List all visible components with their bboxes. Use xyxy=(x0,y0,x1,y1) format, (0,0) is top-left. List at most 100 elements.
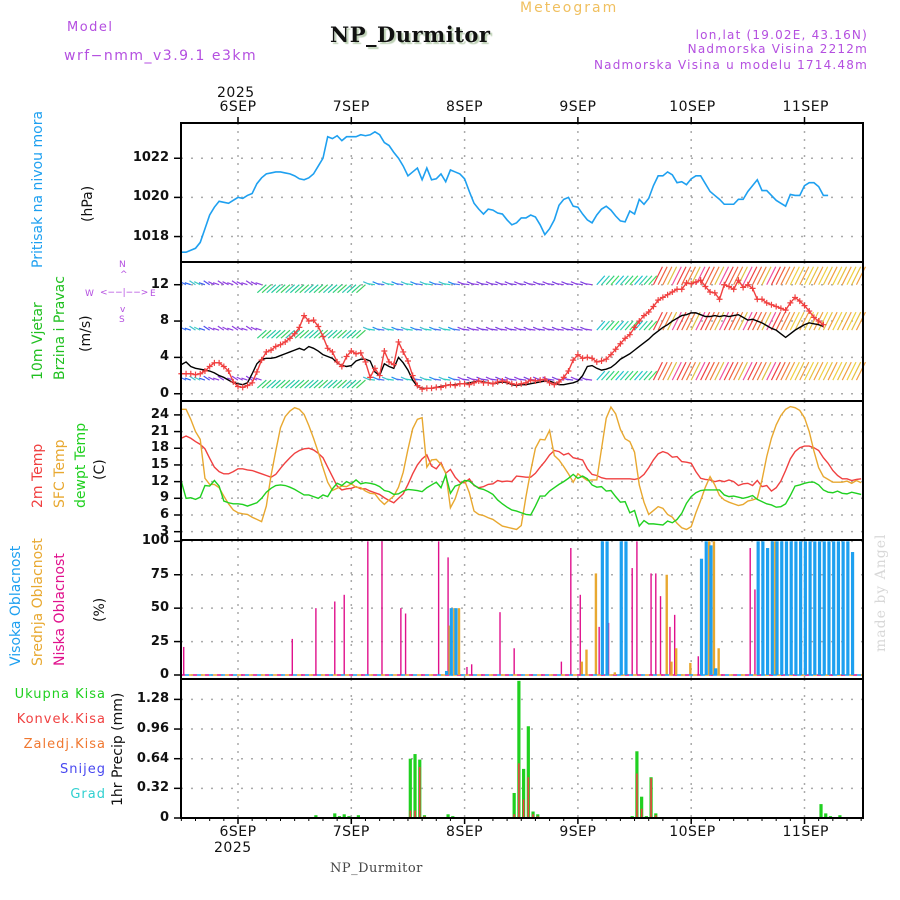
bar-visoka-oblacnost xyxy=(822,541,826,675)
panel-0 xyxy=(174,122,864,263)
bar-konvek-kisa xyxy=(532,814,534,818)
wind-arrow xyxy=(396,328,404,331)
gust-marker xyxy=(669,288,676,295)
wind-arrow xyxy=(261,379,272,389)
wind-arrow xyxy=(775,361,786,381)
y-tick-label: 1022 xyxy=(132,150,169,166)
wind-arrow xyxy=(212,377,220,381)
panel-3 xyxy=(174,539,864,680)
gust-marker xyxy=(631,324,638,331)
bar-niska-oblacnost xyxy=(447,557,449,675)
bar-srednja-oblacnost xyxy=(594,573,598,675)
bar-niska-oblacnost xyxy=(650,573,652,675)
wind-arrow xyxy=(337,329,347,339)
wind-arrow xyxy=(236,281,243,286)
gust-marker xyxy=(414,382,421,389)
gust-marker xyxy=(589,355,596,362)
wind-arrow xyxy=(304,329,314,339)
bar-visoka-oblacnost xyxy=(699,558,704,675)
wind-arrow xyxy=(377,378,385,381)
wind-arrow xyxy=(855,361,866,381)
wind-arrow xyxy=(841,311,852,331)
gust-marker xyxy=(348,348,355,355)
y-tick-label: 0.32 xyxy=(136,780,169,796)
bar-visoka-oblacnost xyxy=(619,541,623,675)
gust-marker xyxy=(796,298,803,305)
wind-arrow xyxy=(742,311,753,331)
bar-konvek-kisa xyxy=(522,799,525,818)
gust-marker xyxy=(315,323,322,330)
gust-marker xyxy=(603,356,610,363)
bar-ukupna-kisa xyxy=(314,815,318,818)
wind-arrow xyxy=(756,361,767,381)
wind-arrow xyxy=(818,361,829,381)
wind-arrow xyxy=(280,379,291,389)
gust-marker xyxy=(636,318,643,325)
coords: lon,lat (19.02E, 43.16N) xyxy=(695,28,868,42)
wind-arrow xyxy=(415,283,423,286)
wind-arrow xyxy=(481,378,489,381)
gust-marker xyxy=(711,289,718,296)
wind-arrow xyxy=(619,275,629,286)
gust-marker xyxy=(735,277,742,284)
y-tick-label: 75 xyxy=(150,566,169,582)
gust-marker xyxy=(291,330,298,337)
gust-marker xyxy=(744,281,751,288)
wind-arrow xyxy=(318,284,329,294)
wind-arrow xyxy=(752,361,763,381)
gust-marker xyxy=(527,377,534,384)
wind-arrow xyxy=(789,361,800,381)
bar-srednja-oblacnost xyxy=(613,672,617,675)
gust-marker xyxy=(319,333,326,340)
gust-marker xyxy=(489,380,496,387)
top-day-label: 9SEP xyxy=(559,99,597,115)
model-label: Model xyxy=(67,20,114,35)
gust-marker xyxy=(419,386,426,393)
wind-arrow xyxy=(822,311,833,331)
gust-marker xyxy=(782,307,789,314)
gust-marker xyxy=(494,378,501,385)
wind-arrow xyxy=(662,266,673,285)
wind-arrow xyxy=(615,320,625,331)
y-tick-label: 4 xyxy=(159,349,169,365)
wind-arrow xyxy=(818,311,829,331)
wind-arrow xyxy=(756,266,767,285)
wind-arrow xyxy=(198,377,206,381)
bar-visoka-oblacnost xyxy=(799,541,803,675)
wind-arrow xyxy=(676,266,687,285)
wind-arrow xyxy=(356,329,366,339)
wind-arrow xyxy=(386,283,394,286)
wind-arrow xyxy=(255,282,262,286)
wind-arrow xyxy=(405,283,413,286)
wind-arrow xyxy=(799,266,810,285)
wind-arrow xyxy=(681,361,692,381)
year-top: 2025 xyxy=(217,85,255,101)
wind-arrow xyxy=(222,326,229,331)
gust-marker xyxy=(565,368,572,375)
wind-arrow xyxy=(327,329,338,339)
bar-visoka-oblacnost xyxy=(709,545,713,675)
wind-arrow xyxy=(271,329,281,339)
wind-arrow xyxy=(405,328,413,331)
bar-konvek-kisa xyxy=(640,808,643,818)
wind-arrow xyxy=(367,328,375,331)
wind-arrow xyxy=(241,327,248,331)
wind-arrow xyxy=(518,378,527,381)
wind-arrow xyxy=(822,266,833,285)
gust-marker xyxy=(461,380,468,387)
gust-marker xyxy=(376,372,383,379)
wind-arrow xyxy=(255,327,262,331)
wind-arrow xyxy=(289,284,300,294)
bar-ukupna-kisa xyxy=(526,726,530,818)
legend-rain-frz: Zaledj.Kisa xyxy=(23,737,106,752)
elevation: Nadmorska Visina 2212m xyxy=(687,42,868,56)
wind-arrow xyxy=(443,378,451,381)
bar-visoka-oblacnost xyxy=(832,541,836,675)
wind-arrow xyxy=(704,311,715,331)
gust-marker xyxy=(574,351,581,358)
gust-marker xyxy=(286,335,293,342)
bar-srednja-oblacnost xyxy=(585,649,588,675)
wind-arrow xyxy=(601,275,610,286)
gust-marker xyxy=(622,335,629,342)
wind-arrow xyxy=(652,361,663,381)
